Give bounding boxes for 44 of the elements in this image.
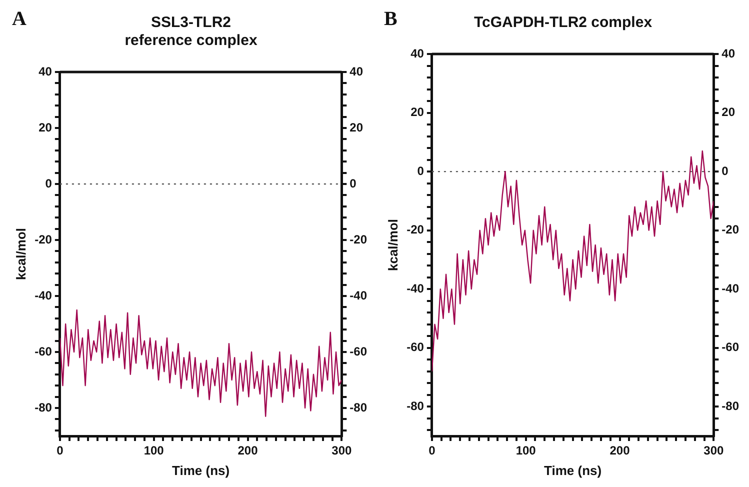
chart-title: SSL3-TLR2 reference complex	[124, 14, 258, 50]
y-tick-label: -60	[34, 344, 52, 358]
y2-tick-label: 0	[722, 164, 729, 178]
text: A	[12, 8, 27, 30]
y2-tick-label: 20	[350, 120, 364, 134]
text: B	[384, 8, 398, 30]
y2-tick-label: 40	[722, 46, 736, 60]
x-tick-label: 0	[428, 444, 436, 458]
x-axis-title: Time (ns)	[172, 462, 230, 478]
y2-tick-label: 20	[722, 105, 736, 120]
y-tick-label: 20	[410, 105, 424, 120]
y2-tick-label: -20	[350, 232, 368, 246]
y-tick-label: -40	[34, 288, 52, 302]
x-tick-label: 300	[332, 444, 352, 458]
y2-tick-label: -80	[722, 398, 740, 413]
y2-tick-label: -80	[350, 400, 368, 414]
y-tick-label: 0	[417, 164, 424, 178]
y-tick-label: 0	[45, 176, 52, 190]
y-tick-label: -60	[406, 340, 424, 354]
y-tick-label: 20	[38, 120, 52, 134]
y2-tick-label: -40	[350, 288, 368, 302]
y-axis-title: kcal/mol	[13, 228, 28, 280]
y2-tick-label: -60	[722, 340, 740, 354]
x-tick-label: 300	[704, 444, 724, 458]
x-tick-label: 200	[610, 444, 630, 458]
y-tick-label: -80	[34, 400, 52, 414]
y-tick-label: -80	[406, 398, 424, 413]
y2-tick-label: -20	[722, 222, 740, 237]
y-tick-label: -40	[406, 281, 424, 296]
x-tick-label: 0	[56, 444, 64, 458]
chart-title: TcGAPDH-TLR2 complex	[474, 14, 653, 32]
y-tick-label: -20	[34, 232, 52, 246]
y-tick-label: 40	[410, 46, 424, 60]
y2-tick-label: -40	[722, 281, 740, 296]
y2-tick-label: 0	[350, 176, 357, 190]
x-tick-label: 100	[144, 444, 164, 458]
x-tick-label: 200	[238, 444, 258, 458]
y-tick-label: -20	[406, 222, 424, 237]
x-axis-title: Time (ns)	[544, 462, 602, 478]
x-tick-label: 100	[516, 444, 536, 458]
y2-tick-label: 40	[350, 64, 364, 78]
y-tick-label: 40	[38, 64, 52, 78]
y-axis-title: kcal/mol	[385, 218, 400, 272]
y2-tick-label: -60	[350, 344, 368, 358]
